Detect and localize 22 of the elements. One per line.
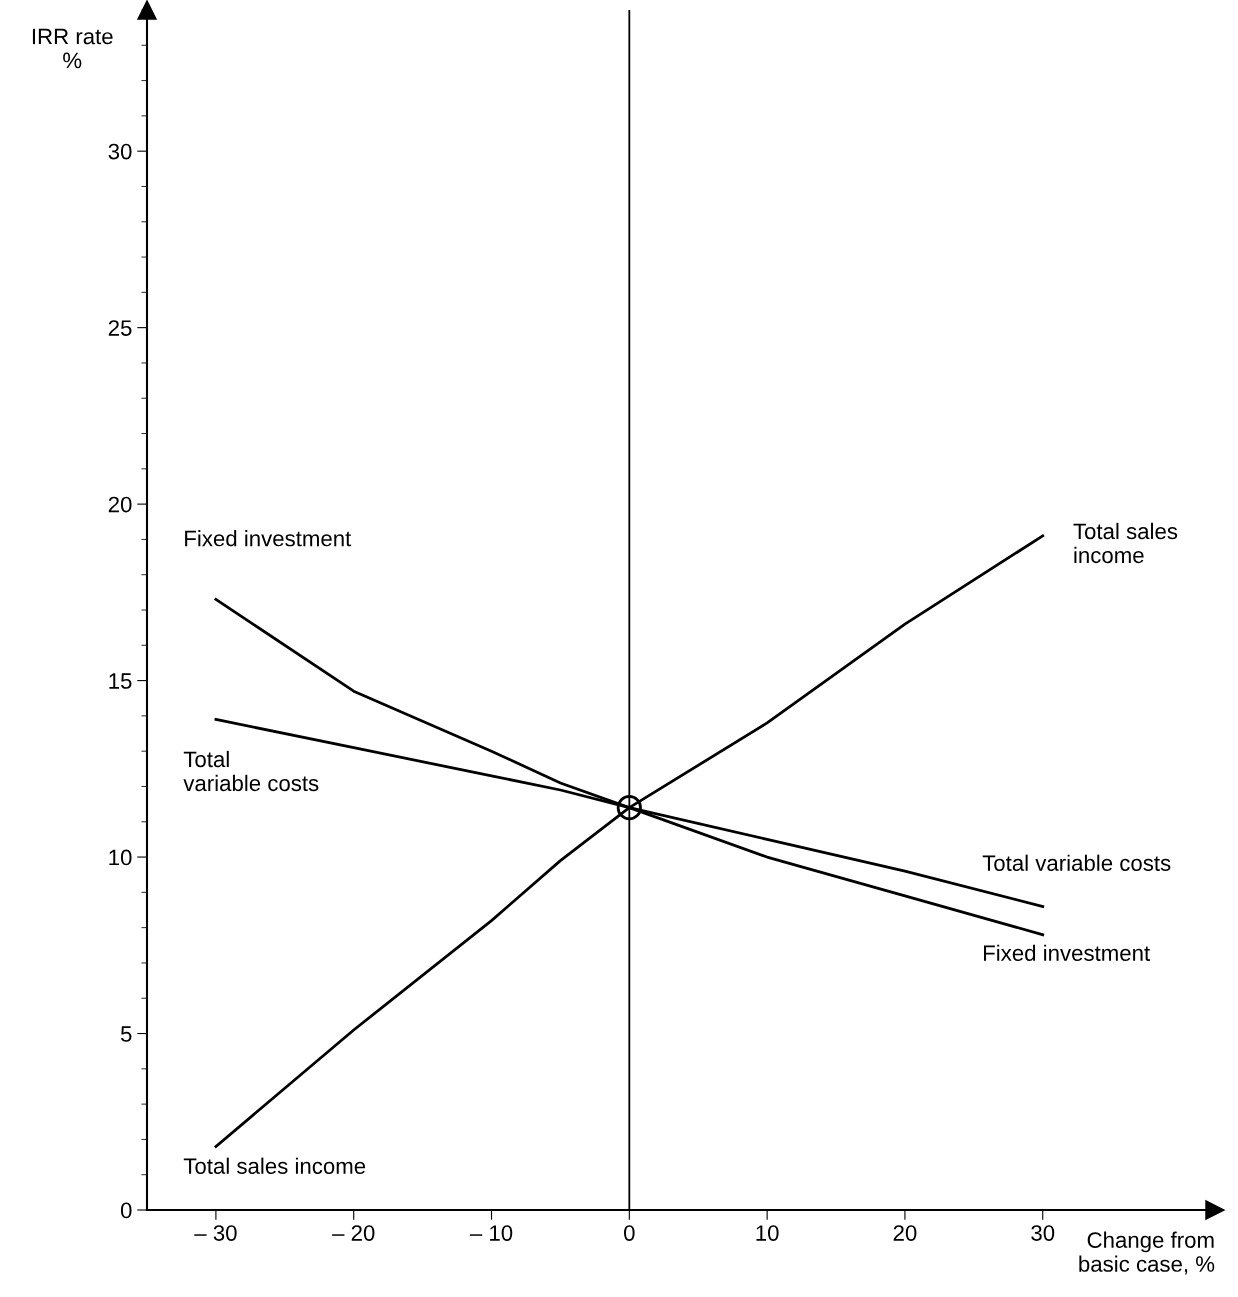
y-tick-label: 25 xyxy=(108,320,132,336)
x-tick-label: 20 xyxy=(893,1225,917,1241)
y-tick-label: 15 xyxy=(109,673,132,689)
y-tick-label: 20 xyxy=(108,496,132,513)
annotation: Total sales income xyxy=(183,1157,366,1174)
x-tick-label: 0 xyxy=(624,1225,635,1241)
annotation: Total sales income xyxy=(1073,522,1178,564)
x-tick-label: – 20 xyxy=(332,1225,375,1241)
annotation: Fixed investment xyxy=(984,944,1150,961)
x-tick-label: 30 xyxy=(1031,1225,1055,1241)
y-axis-title: IRR rate % xyxy=(32,28,113,69)
y-tick-label: 10 xyxy=(109,849,132,866)
x-tick-label: 10 xyxy=(756,1225,779,1241)
y-tick-label: 0 xyxy=(120,1202,132,1219)
y-tick-label: 5 xyxy=(120,1026,132,1042)
x-axis-title: Change from basic case, % xyxy=(1079,1231,1215,1275)
annotation: Total variable costs xyxy=(982,854,1171,871)
x-tick-label: – 10 xyxy=(469,1225,513,1241)
x-tick-label: – 30 xyxy=(194,1225,237,1241)
annotation: Total variable costs xyxy=(183,750,319,792)
annotation: Fixed investment xyxy=(185,530,352,547)
y-tick-label: 30 xyxy=(108,143,132,160)
